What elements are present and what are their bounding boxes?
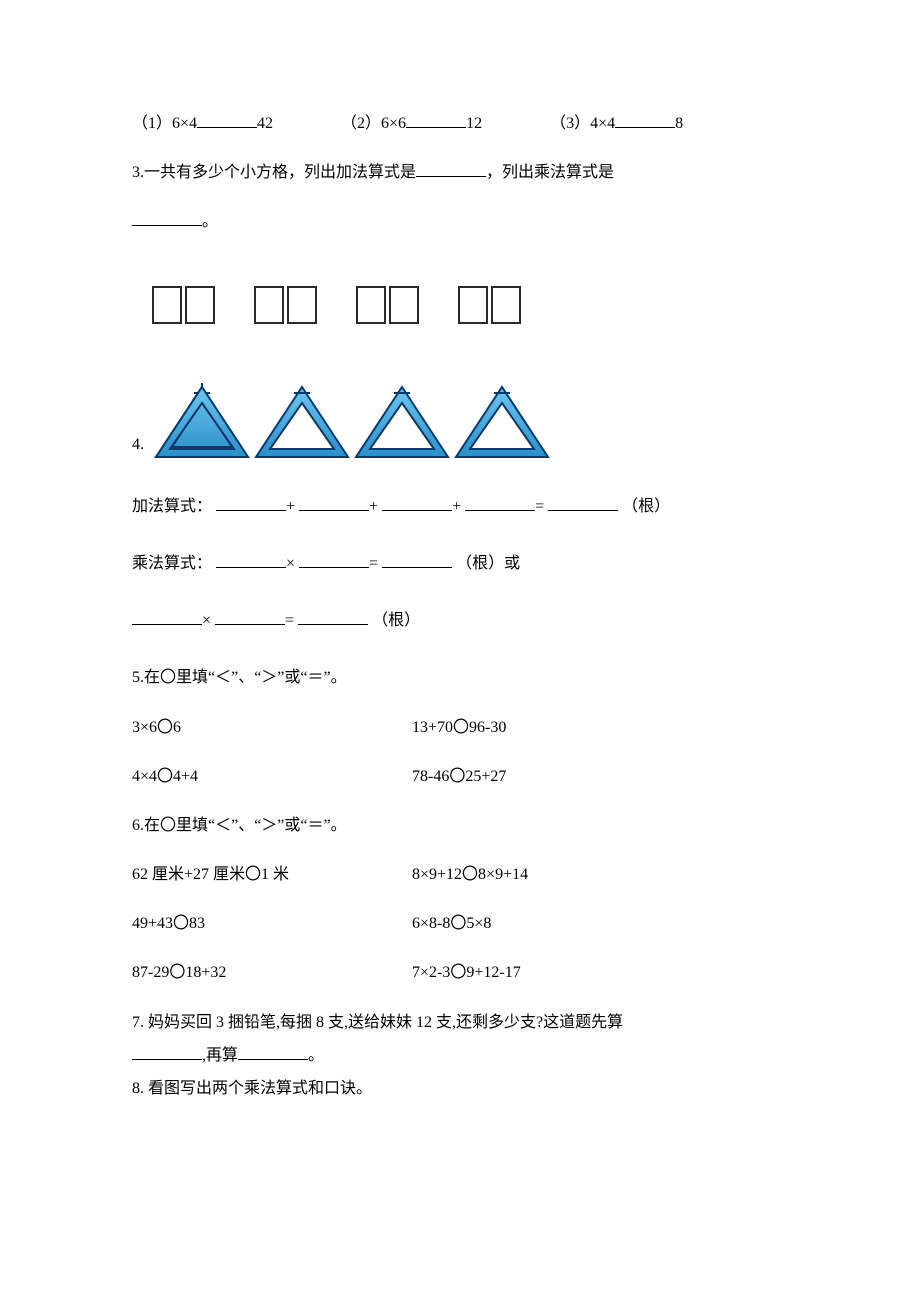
q4-add-b2[interactable] xyxy=(299,495,369,511)
q5-row2: 4×4〇4+4 78-46〇25+27 xyxy=(132,763,788,790)
q4-add-label: 加法算式： xyxy=(132,498,212,515)
q3-blank-2[interactable] xyxy=(132,210,202,226)
q4-mul-b3[interactable] xyxy=(382,552,452,568)
times: × xyxy=(286,555,295,572)
q5-r2l: 4×4〇4+4 xyxy=(132,763,412,790)
blank-2a[interactable] xyxy=(406,112,466,128)
eq: = xyxy=(285,612,294,629)
q4-add-b4[interactable] xyxy=(465,495,535,511)
square-group xyxy=(152,286,218,333)
q6-r2r: 6×8-8〇5×8 xyxy=(412,910,788,937)
frag-2a: （2）6×6 xyxy=(341,115,406,132)
q8-text: 8. 看图写出两个乘法算式和口诀。 xyxy=(132,1075,788,1102)
q4-mul-b1[interactable] xyxy=(216,552,286,568)
plus: + xyxy=(286,498,295,515)
q4-unit-mul2: （根） xyxy=(372,612,420,629)
triangles-icon xyxy=(152,383,552,463)
blank-3a[interactable] xyxy=(615,112,675,128)
q6-r1l: 62 厘米+27 厘米〇1 米 xyxy=(132,861,412,888)
q4-addition: 加法算式： + + + = （根） xyxy=(132,493,788,520)
frag-1a: （1）6×4 xyxy=(132,115,197,132)
square-group xyxy=(254,286,320,333)
q7-t2: ,再算 xyxy=(202,1047,238,1064)
q7-t1: 7. 妈妈买回 3 捆铅笔,每捆 8 支,送给妹妹 12 支,还剩多少支?这道题… xyxy=(132,1014,623,1031)
q4-add-b5[interactable] xyxy=(548,495,618,511)
q6-row1: 62 厘米+27 厘米〇1 米 8×9+12〇8×9+14 xyxy=(132,861,788,888)
q4-mul2-b2[interactable] xyxy=(215,609,285,625)
q4-mul2-b3[interactable] xyxy=(298,609,368,625)
q7-line2: ,再算 。 xyxy=(132,1042,788,1069)
q3-squares xyxy=(152,286,788,333)
square-icon xyxy=(152,286,182,324)
q4-multiplication-1: 乘法算式： × = （根）或 xyxy=(132,550,788,577)
q6-row2: 49+43〇83 6×8-8〇5×8 xyxy=(132,910,788,937)
q6-r2l: 49+43〇83 xyxy=(132,910,412,937)
q3-text-2: 。 xyxy=(132,208,788,235)
q6-title: 6.在〇里填“＜”、“＞”或“＝”。 xyxy=(132,812,788,839)
q5-title: 5.在〇里填“＜”、“＞”或“＝”。 xyxy=(132,664,788,691)
eq: = xyxy=(369,555,378,572)
q4-row: 4. xyxy=(132,383,788,463)
q6-r1r: 8×9+12〇8×9+14 xyxy=(412,861,788,888)
q7-line1: 7. 妈妈买回 3 捆铅笔,每捆 8 支,送给妹妹 12 支,还剩多少支?这道题… xyxy=(132,1009,788,1036)
q6-r3l: 87-29〇18+32 xyxy=(132,959,412,986)
q4-mul2-b1[interactable] xyxy=(132,609,202,625)
square-icon xyxy=(491,286,521,324)
q7-blank-2[interactable] xyxy=(238,1044,308,1060)
square-icon xyxy=(458,286,488,324)
q6-r3r: 7×2-3〇9+12-17 xyxy=(412,959,788,986)
square-icon xyxy=(356,286,386,324)
q5-r1r: 13+70〇96-30 xyxy=(412,714,788,741)
q3-t1: 3.一共有多少个小方格，列出加法算式是 xyxy=(132,164,416,181)
q7-blank-1[interactable] xyxy=(132,1044,202,1060)
q4-unit-mul: （根）或 xyxy=(456,555,520,572)
q7-t3: 。 xyxy=(308,1047,324,1064)
eq: = xyxy=(535,498,544,515)
q3-t2: ，列出乘法算式是 xyxy=(486,164,614,181)
q4-add-b3[interactable] xyxy=(382,495,452,511)
frag-2b: 12 xyxy=(466,115,482,132)
q4-unit-add: （根） xyxy=(622,498,670,515)
square-icon xyxy=(287,286,317,324)
square-icon xyxy=(389,286,419,324)
frag-3a: （3）4×4 xyxy=(550,115,615,132)
q4-mul-b2[interactable] xyxy=(299,552,369,568)
q5-row1: 3×6〇6 13+70〇96-30 xyxy=(132,714,788,741)
plus: + xyxy=(452,498,461,515)
square-icon xyxy=(254,286,284,324)
square-group xyxy=(356,286,422,333)
q3-blank-1[interactable] xyxy=(416,161,486,177)
q4-mul-label: 乘法算式： xyxy=(132,555,212,572)
q3-text: 3.一共有多少个小方格，列出加法算式是 ，列出乘法算式是 xyxy=(132,159,788,186)
q5-r1l: 3×6〇6 xyxy=(132,714,412,741)
q4-add-b1[interactable] xyxy=(216,495,286,511)
q4-label: 4. xyxy=(132,431,144,463)
plus: + xyxy=(369,498,378,515)
square-icon xyxy=(185,286,215,324)
q3-t3: 。 xyxy=(202,213,218,230)
times: × xyxy=(202,612,211,629)
q6-row3: 87-29〇18+32 7×2-3〇9+12-17 xyxy=(132,959,788,986)
blank-1a[interactable] xyxy=(197,112,257,128)
square-group xyxy=(458,286,524,333)
frag-1b: 42 xyxy=(257,115,273,132)
q4-multiplication-2: × = （根） xyxy=(132,607,788,634)
q5-r2r: 78-46〇25+27 xyxy=(412,763,788,790)
q-fragment-line: （1）6×4 42 （2）6×6 12 （3）4×4 8 xyxy=(132,110,788,137)
frag-3b: 8 xyxy=(675,115,683,132)
